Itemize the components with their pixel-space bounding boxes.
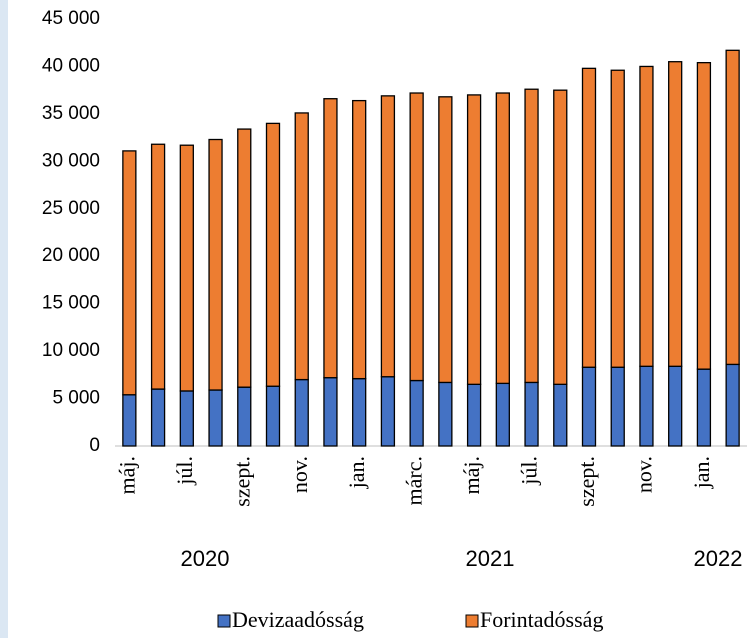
bar-segment [265,385,281,447]
bar-segment [610,366,625,447]
bar-segment [725,363,740,447]
x-tick-label: nov. [632,456,657,493]
bar-segment [639,65,654,367]
bar-segment [668,61,683,367]
x-tick-label: szept. [229,456,254,507]
bar-segment [581,366,597,447]
bar-segment [553,383,568,447]
bar-segment [696,61,712,370]
bar-segment [696,368,712,447]
x-tick-label: szept. [574,456,599,507]
bar-segment [323,377,338,447]
x-tick-label: máj. [114,456,139,495]
bar-segment [409,92,424,382]
y-tick-label: 0 [89,435,100,456]
bar-segment [581,67,597,368]
y-tick-label: 40 000 [42,55,100,76]
x-tick-label: jan. [344,456,369,489]
bar-segment [237,386,252,447]
year-label: 2022 [694,546,743,571]
bar-segment [208,138,223,391]
bar-segment [438,96,453,384]
bar-segment [495,382,510,447]
bar-segment [265,122,281,387]
bar-segment [639,365,654,447]
bar-segment [553,89,568,385]
bar-segment [323,98,338,379]
bar-segment [179,390,194,447]
bar-segment [438,381,453,447]
bar-segment [495,92,510,385]
x-tick-label: jan. [689,456,714,489]
left-border [0,0,8,638]
bar-segment [524,88,539,384]
bar-segment [380,376,396,447]
bar-segment [352,377,367,447]
bar-segment [150,388,166,447]
x-tick-label: nov. [287,456,312,493]
y-tick-label: 25 000 [42,198,100,219]
y-tick-label: 5 000 [52,388,100,409]
bar-segment [294,112,309,381]
bar-segment [524,381,539,447]
bar-segment [179,144,194,392]
bar-segment [466,94,482,385]
bar-segment [352,99,367,380]
y-tick-label: 30 000 [42,150,100,171]
bar-segment [237,128,252,388]
y-tick-label: 45 000 [42,8,100,29]
legend-swatch [217,614,231,628]
bar-segment [610,69,625,368]
y-tick-label: 20 000 [42,245,100,266]
bar-segment [208,389,223,447]
bar-segment [668,365,683,447]
year-label: 2021 [466,546,515,571]
y-tick-label: 10 000 [42,340,100,361]
bar-segment [725,49,740,366]
bar-segment [409,379,424,447]
bar-segment [122,394,137,447]
y-tick-label: 35 000 [42,103,100,124]
bar-segment [150,143,166,390]
x-tick-label: márc. [402,456,427,505]
bar-segment [294,378,309,447]
year-label: 2020 [181,546,230,571]
bar-segment [122,150,137,396]
x-tick-label: júl. [517,456,542,486]
bar-segment [380,95,396,378]
legend-swatch [465,614,479,628]
legend-label: Devizaadósság [232,607,364,632]
y-tick-label: 15 000 [42,293,100,314]
legend-label: Forintadósság [480,607,603,632]
x-tick-label: júl. [172,456,197,486]
bar-segment [466,383,482,447]
x-tick-label: máj. [459,456,484,495]
